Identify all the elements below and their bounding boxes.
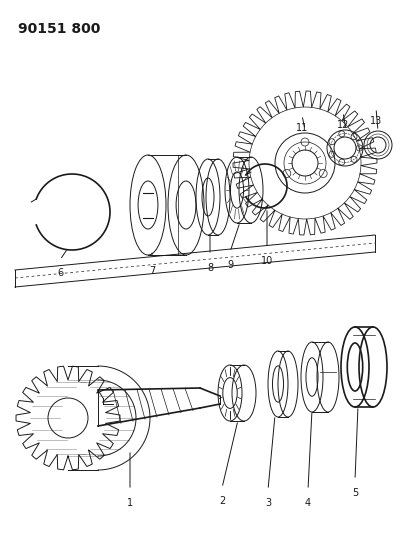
Text: 4: 4: [305, 498, 311, 508]
Text: 9: 9: [227, 260, 233, 270]
Text: 7: 7: [149, 266, 155, 276]
Text: 6: 6: [57, 268, 63, 278]
Text: 12: 12: [337, 120, 349, 130]
Text: 11: 11: [296, 123, 308, 133]
Text: 2: 2: [219, 496, 225, 506]
Text: 13: 13: [370, 116, 382, 126]
Text: 5: 5: [352, 488, 358, 498]
Text: 90151 800: 90151 800: [18, 22, 100, 36]
Text: 1: 1: [127, 498, 133, 508]
Text: 8: 8: [207, 263, 213, 273]
Text: 10: 10: [261, 256, 273, 266]
Text: 3: 3: [265, 498, 271, 508]
